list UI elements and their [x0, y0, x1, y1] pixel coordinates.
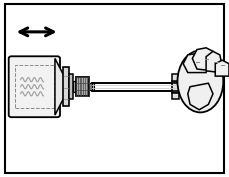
Bar	[76, 77, 89, 96]
Bar	[92, 83, 94, 91]
Ellipse shape	[177, 50, 223, 112]
Polygon shape	[192, 48, 215, 71]
Bar	[179, 85, 187, 88]
Polygon shape	[206, 51, 222, 73]
Bar	[15, 65, 54, 108]
FancyBboxPatch shape	[9, 56, 60, 117]
Polygon shape	[188, 83, 213, 110]
Polygon shape	[172, 74, 179, 81]
Polygon shape	[215, 60, 229, 76]
Bar	[69, 74, 73, 99]
Polygon shape	[55, 58, 64, 115]
FancyBboxPatch shape	[5, 4, 224, 173]
Polygon shape	[183, 53, 208, 73]
Bar	[172, 81, 179, 93]
Bar	[63, 67, 69, 106]
Bar	[89, 83, 92, 90]
Bar	[73, 81, 76, 92]
Polygon shape	[172, 93, 179, 99]
